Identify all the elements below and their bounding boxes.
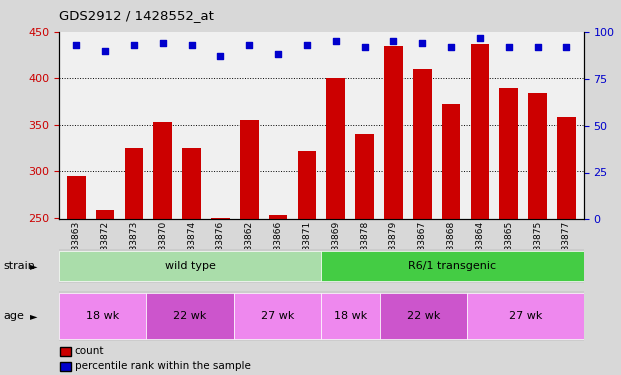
Bar: [269, 215, 288, 219]
Point: [129, 42, 139, 48]
FancyBboxPatch shape: [379, 293, 467, 339]
Point: [389, 38, 399, 44]
Text: GDS2912 / 1428552_at: GDS2912 / 1428552_at: [59, 9, 214, 22]
Text: 22 wk: 22 wk: [173, 311, 207, 321]
FancyBboxPatch shape: [59, 293, 147, 339]
Bar: [327, 78, 345, 219]
Point: [446, 44, 456, 50]
Point: [100, 48, 110, 54]
Text: 27 wk: 27 wk: [509, 311, 542, 321]
Bar: [96, 210, 114, 219]
Text: wild type: wild type: [165, 261, 215, 271]
Bar: [471, 44, 489, 219]
Point: [504, 44, 514, 50]
Text: 18 wk: 18 wk: [334, 311, 367, 321]
Text: strain: strain: [3, 261, 35, 271]
Bar: [355, 134, 374, 219]
Point: [475, 34, 485, 40]
Bar: [528, 93, 547, 219]
Text: R6/1 transgenic: R6/1 transgenic: [409, 261, 497, 271]
Bar: [240, 120, 259, 219]
Text: ►: ►: [30, 261, 38, 271]
FancyBboxPatch shape: [147, 293, 234, 339]
FancyBboxPatch shape: [322, 293, 379, 339]
Bar: [557, 117, 576, 219]
Bar: [384, 46, 403, 219]
Point: [273, 51, 283, 57]
Point: [417, 40, 427, 46]
FancyBboxPatch shape: [322, 251, 584, 281]
Point: [533, 44, 543, 50]
Point: [302, 42, 312, 48]
Point: [215, 53, 225, 59]
FancyBboxPatch shape: [59, 251, 322, 281]
Point: [561, 44, 571, 50]
FancyBboxPatch shape: [467, 293, 584, 339]
Text: count: count: [75, 346, 104, 355]
Text: ►: ►: [30, 311, 38, 321]
Point: [187, 42, 197, 48]
Bar: [297, 151, 316, 219]
Bar: [153, 122, 172, 219]
Point: [360, 44, 369, 50]
Bar: [125, 148, 143, 219]
Point: [71, 42, 81, 48]
Bar: [67, 176, 86, 219]
Point: [244, 42, 254, 48]
Text: percentile rank within the sample: percentile rank within the sample: [75, 361, 250, 370]
Text: 22 wk: 22 wk: [407, 311, 440, 321]
Bar: [211, 217, 230, 219]
Bar: [499, 88, 518, 219]
FancyBboxPatch shape: [234, 293, 322, 339]
Text: 18 wk: 18 wk: [86, 311, 119, 321]
Bar: [182, 148, 201, 219]
Bar: [442, 104, 461, 219]
Point: [158, 40, 168, 46]
Bar: [413, 69, 432, 219]
Text: age: age: [3, 311, 24, 321]
Text: 27 wk: 27 wk: [261, 311, 294, 321]
Point: [331, 38, 341, 44]
